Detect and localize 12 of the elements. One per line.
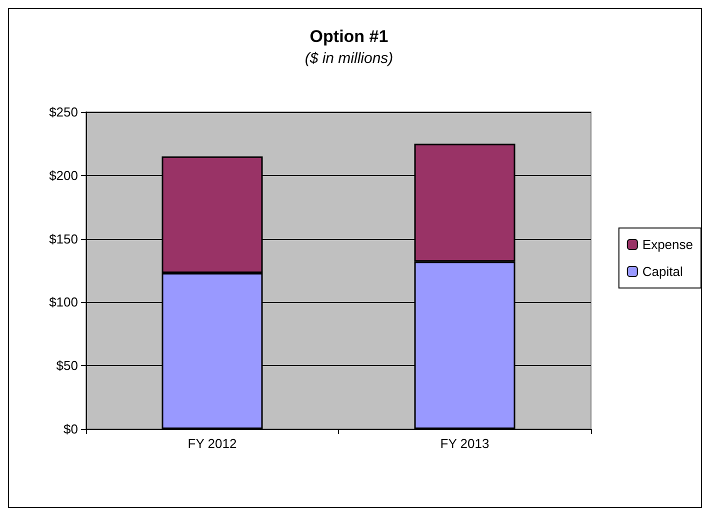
chart-title: Option #1 [310, 27, 388, 46]
y-tick-label: $50 [56, 358, 78, 374]
y-tick-label: $0 [64, 422, 78, 436]
y-tick-label: $200 [49, 168, 78, 183]
x-tick-label: FY 2012 [188, 436, 237, 451]
y-tick-label: $100 [49, 294, 78, 310]
y-tick-label: $150 [49, 231, 78, 246]
legend-label: Capital [642, 264, 683, 279]
chart-subtitle: ($ in millions) [304, 50, 394, 67]
x-tick-label: FY 2013 [440, 436, 490, 451]
legend-label: Expense [642, 237, 694, 252]
y-tick-label: $250 [49, 104, 78, 120]
